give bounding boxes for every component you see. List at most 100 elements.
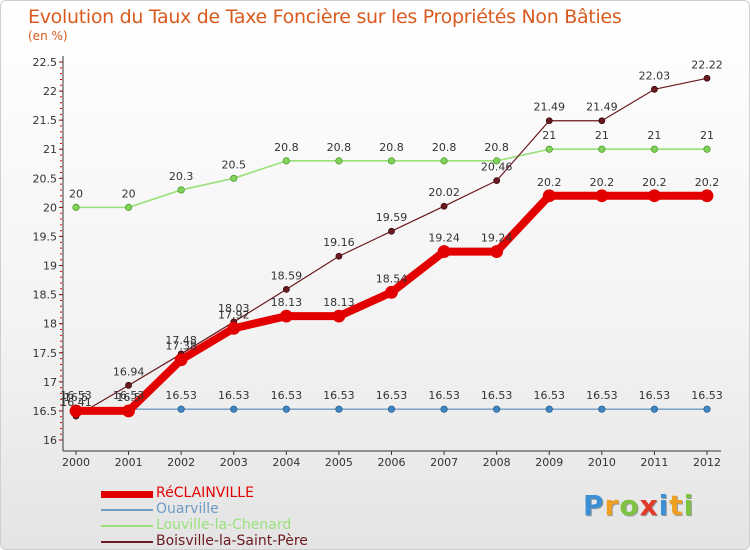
data-label-louville-la-chenard: 20 — [69, 187, 83, 200]
data-label-ouarville: 16.53 — [60, 389, 92, 402]
data-label-louville-la-chenard: 21 — [700, 129, 714, 142]
data-label-r-clainville: 20.2 — [537, 176, 562, 189]
data-point-louville-la-chenard — [282, 157, 290, 165]
data-label-boisville-la-saint-p-re: 21.49 — [534, 101, 566, 114]
data-label-boisville-la-saint-p-re: 21.49 — [586, 101, 618, 114]
data-label-boisville-la-saint-p-re: 16.41 — [60, 396, 92, 409]
data-point-louville-la-chenard — [493, 157, 501, 165]
data-point-ouarville — [282, 405, 290, 413]
data-point-louville-la-chenard — [440, 157, 448, 165]
data-point-louville-la-chenard — [387, 157, 396, 165]
x-tick-label: 2011 — [640, 456, 668, 469]
data-point-r-clainville — [332, 309, 346, 323]
x-tick-label: 2003 — [220, 456, 248, 469]
data-label-r-clainville: 19.24 — [428, 232, 460, 245]
data-label-boisville-la-saint-p-re: 22.22 — [691, 58, 723, 71]
data-label-louville-la-chenard: 20 — [122, 187, 136, 200]
y-tick-label: 20.5 — [33, 172, 58, 185]
data-label-r-clainville: 19.24 — [481, 232, 513, 245]
x-tick-label: 2008 — [483, 456, 511, 469]
data-label-louville-la-chenard: 21 — [647, 129, 661, 142]
logo-letter: x — [639, 489, 659, 522]
x-tick-label: 2005 — [325, 456, 353, 469]
data-label-r-clainville: 17.38 — [165, 340, 197, 353]
data-point-ouarville — [650, 405, 659, 413]
data-label-ouarville: 16.53 — [639, 389, 671, 402]
data-label-boisville-la-saint-p-re: 19.59 — [376, 211, 408, 224]
data-point-r-clainville — [122, 404, 135, 418]
data-label-r-clainville: 20.2 — [695, 176, 720, 189]
data-label-louville-la-chenard: 20.8 — [327, 141, 352, 154]
data-label-louville-la-chenard: 21 — [542, 129, 556, 142]
legend-swatch — [101, 541, 153, 543]
x-tick-label: 2010 — [588, 456, 616, 469]
y-tick-label: 17.5 — [33, 347, 58, 360]
data-point-louville-la-chenard — [230, 174, 238, 182]
data-point-r-clainville — [279, 309, 293, 323]
data-label-louville-la-chenard: 20.5 — [222, 158, 247, 171]
legend-label: Louville-la-Chenard — [156, 517, 292, 533]
logo-letter: i — [658, 489, 670, 522]
data-point-r-clainville — [648, 189, 661, 203]
data-point-ouarville — [493, 405, 501, 413]
data-label-ouarville: 16.53 — [113, 389, 145, 402]
data-point-r-clainville — [542, 189, 556, 203]
data-label-r-clainville: 20.2 — [590, 176, 615, 189]
data-label-louville-la-chenard: 20.3 — [169, 170, 194, 183]
y-tick-label: 22 — [43, 85, 57, 98]
data-label-ouarville: 16.53 — [376, 389, 408, 402]
data-label-boisville-la-saint-p-re: 18.59 — [271, 269, 303, 282]
x-tick-label: 2001 — [115, 456, 143, 469]
data-point-r-clainville — [437, 245, 451, 258]
chart-subtitle: (en %) — [28, 29, 68, 43]
data-point-boisville-la-saint-p-re — [545, 117, 553, 125]
data-point-r-clainville — [700, 189, 714, 203]
data-label-boisville-la-saint-p-re: 17.48 — [165, 334, 197, 347]
y-tick-label: 18 — [43, 318, 57, 331]
logo-letter: i — [683, 489, 695, 522]
data-label-r-clainville: 20.2 — [642, 176, 667, 189]
data-point-louville-la-chenard — [598, 145, 606, 153]
data-point-ouarville — [703, 405, 711, 413]
data-label-ouarville: 16.53 — [691, 389, 723, 402]
data-point-ouarville — [440, 405, 448, 413]
data-point-r-clainville — [595, 189, 609, 203]
legend-label: Ouarville — [156, 501, 219, 517]
legend-label: Boisville-la-Saint-Père — [156, 533, 308, 549]
y-tick-label: 19.5 — [33, 230, 58, 243]
data-point-ouarville — [177, 405, 185, 413]
data-label-ouarville: 16.53 — [323, 389, 355, 402]
y-tick-label: 17 — [43, 376, 57, 389]
data-label-r-clainville: 16.5 — [116, 391, 141, 404]
legend-swatch — [101, 509, 153, 511]
legend-swatch — [101, 525, 153, 527]
logo-letter: r — [604, 489, 620, 522]
y-tick-label: 16 — [43, 434, 57, 447]
legend-label: RéCLAINVILLE — [156, 485, 254, 501]
y-tick-label: 16.5 — [33, 405, 58, 418]
data-point-louville-la-chenard — [124, 203, 133, 211]
x-tick-label: 2009 — [535, 456, 563, 469]
chart-title: Evolution du Taux de Taxe Foncière sur l… — [28, 6, 622, 28]
x-tick-label: 2006 — [378, 456, 406, 469]
y-tick-label: 22.5 — [33, 56, 58, 69]
data-point-boisville-la-saint-p-re — [651, 85, 658, 93]
data-label-ouarville: 16.53 — [481, 389, 513, 402]
logo-letter: t — [669, 489, 684, 522]
legend-swatch — [101, 490, 153, 498]
data-point-ouarville — [598, 405, 606, 413]
data-point-r-clainville — [69, 404, 83, 418]
x-tick-label: 2012 — [693, 456, 721, 469]
data-label-r-clainville: 18.13 — [323, 296, 355, 309]
data-label-louville-la-chenard: 20.8 — [484, 141, 509, 154]
data-point-boisville-la-saint-p-re — [493, 177, 501, 185]
data-label-boisville-la-saint-p-re: 19.16 — [323, 236, 355, 249]
data-point-louville-la-chenard — [335, 157, 343, 165]
data-label-ouarville: 16.53 — [271, 389, 303, 402]
data-label-r-clainville: 16.5 — [64, 391, 89, 404]
data-point-ouarville — [545, 405, 553, 413]
logo-letter: P — [583, 489, 605, 522]
x-tick-label: 2002 — [167, 456, 195, 469]
data-point-boisville-la-saint-p-re — [388, 227, 395, 235]
